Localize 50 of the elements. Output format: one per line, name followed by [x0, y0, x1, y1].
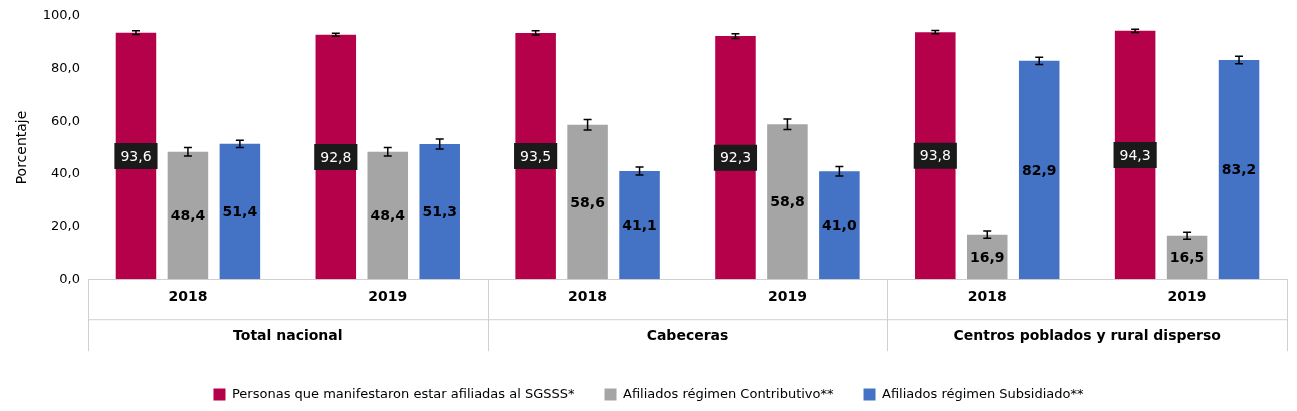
- legend-label: Afiliados régimen Contributivo**: [623, 385, 835, 401]
- x-tick-label: 2018: [967, 288, 1007, 305]
- y-tick-label: 20,0: [51, 217, 81, 233]
- bar: [515, 32, 556, 280]
- data-label: 48,4: [170, 207, 206, 224]
- x-tick-label: 2019: [1167, 288, 1207, 305]
- data-label: 58,6: [570, 193, 605, 210]
- bar: [715, 36, 756, 280]
- data-label: 41,1: [622, 216, 657, 233]
- bar: [619, 170, 660, 280]
- bar: [419, 144, 460, 280]
- y-tick-label: 0,0: [59, 270, 81, 286]
- text: Centros poblados y rural disperso: [953, 326, 1222, 343]
- legend-label: Personas que manifestaron estar afiliadas al SGSSS*: [231, 385, 576, 401]
- bar: [567, 124, 608, 280]
- data-label: 93,6: [120, 147, 152, 164]
- bar: [767, 124, 808, 280]
- bar: [819, 171, 860, 280]
- bar: [915, 32, 956, 280]
- data-label: 93,5: [520, 147, 552, 164]
- bar: [219, 143, 261, 280]
- data-label: 92,8: [320, 148, 352, 165]
- data-label: 93,8: [919, 147, 951, 164]
- data-label: 16,5: [1169, 249, 1205, 266]
- y-tick-label: 100,0: [42, 7, 81, 23]
- legend-label: Afiliados régimen Subsidiado**: [882, 385, 1085, 401]
- y-tick-label: 40,0: [51, 165, 81, 181]
- x-tick-label: 2018: [168, 288, 208, 305]
- y-axis-title: Porcentaje: [13, 110, 30, 185]
- bar: [167, 151, 209, 280]
- data-label: 92,3: [719, 149, 752, 166]
- y-tick-label: 60,0: [51, 112, 81, 128]
- data-label: 51,4: [222, 203, 258, 220]
- data-label: 83,2: [1221, 161, 1257, 178]
- data-label: 41,0: [822, 216, 857, 233]
- bar: [367, 151, 409, 280]
- x-tick-label: 2019: [368, 288, 408, 305]
- x-tick-label: 2019: [767, 288, 807, 305]
- data-label: 51,3: [422, 203, 457, 220]
- bar: [1018, 60, 1060, 280]
- text: Cabeceras: [646, 326, 729, 343]
- data-label: 16,9: [969, 248, 1005, 265]
- text: Total nacional: [233, 326, 343, 343]
- data-label: 82,9: [1021, 161, 1057, 178]
- data-label: 48,4: [370, 207, 406, 224]
- bar: [1218, 60, 1260, 280]
- data-label: 94,3: [1119, 146, 1151, 163]
- x-tick-label: 2018: [568, 288, 608, 305]
- y-tick-label: 80,0: [51, 59, 81, 75]
- data-label: 58,8: [770, 193, 805, 210]
